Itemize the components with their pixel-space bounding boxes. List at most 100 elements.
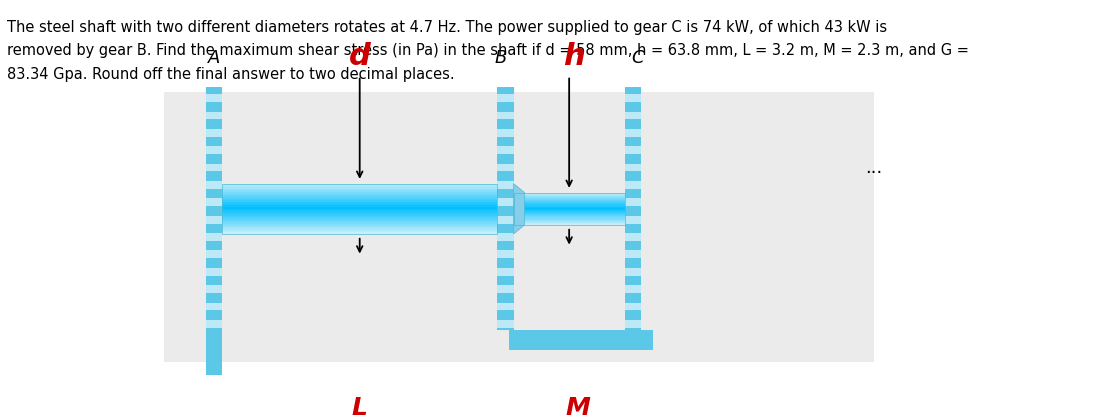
Bar: [514, 211, 625, 212]
Bar: [514, 221, 625, 222]
Bar: [206, 94, 222, 102]
Bar: [222, 183, 497, 185]
Bar: [625, 251, 641, 258]
Bar: [514, 212, 625, 213]
Bar: [514, 223, 625, 224]
Polygon shape: [514, 183, 524, 234]
Bar: [222, 219, 497, 221]
Bar: [625, 268, 641, 276]
Bar: [206, 302, 222, 310]
Bar: [222, 204, 497, 206]
Bar: [514, 219, 625, 220]
Bar: [497, 198, 514, 206]
Bar: [514, 198, 625, 199]
Bar: [514, 193, 625, 195]
Bar: [206, 163, 222, 171]
Bar: [497, 302, 514, 310]
Bar: [206, 233, 222, 241]
Bar: [206, 87, 222, 330]
Bar: [514, 213, 625, 214]
Bar: [497, 285, 514, 293]
Bar: [497, 233, 514, 241]
Bar: [514, 195, 625, 196]
Bar: [497, 181, 514, 189]
Bar: [497, 87, 514, 330]
Bar: [514, 222, 625, 223]
FancyBboxPatch shape: [164, 92, 875, 362]
Bar: [514, 200, 625, 201]
Bar: [625, 129, 641, 137]
Bar: [514, 224, 625, 225]
Bar: [222, 199, 497, 201]
Bar: [222, 232, 497, 234]
Bar: [514, 220, 625, 221]
Bar: [222, 187, 497, 188]
Bar: [514, 208, 625, 209]
Bar: [497, 163, 514, 171]
Bar: [206, 216, 222, 224]
Bar: [222, 193, 497, 195]
Bar: [206, 181, 222, 189]
Bar: [514, 197, 625, 198]
Bar: [497, 320, 514, 328]
Text: ...: ...: [866, 159, 883, 177]
Bar: [222, 188, 497, 190]
Bar: [625, 285, 641, 293]
Bar: [514, 204, 625, 206]
Bar: [625, 87, 641, 330]
Bar: [497, 112, 514, 119]
Text: C: C: [632, 50, 644, 68]
Bar: [206, 198, 222, 206]
Bar: [222, 190, 497, 192]
Bar: [625, 233, 641, 241]
Bar: [222, 201, 497, 202]
Bar: [514, 210, 625, 211]
Bar: [625, 216, 641, 224]
Bar: [497, 94, 514, 102]
Bar: [497, 129, 514, 137]
Bar: [206, 146, 222, 154]
Bar: [625, 302, 641, 310]
Bar: [625, 146, 641, 154]
Bar: [514, 196, 625, 197]
Bar: [625, 198, 641, 206]
Bar: [222, 212, 497, 214]
Bar: [514, 207, 625, 208]
Bar: [514, 202, 625, 203]
Bar: [222, 206, 497, 207]
Bar: [514, 206, 625, 207]
Bar: [222, 229, 497, 231]
Bar: [206, 112, 222, 119]
Bar: [514, 199, 625, 200]
Bar: [514, 193, 625, 225]
Bar: [222, 222, 497, 224]
Bar: [222, 227, 497, 229]
Bar: [514, 201, 625, 202]
Bar: [625, 112, 641, 119]
Text: L: L: [352, 396, 367, 417]
Bar: [625, 163, 641, 171]
Text: The steel shaft with two different diameters rotates at 4.7 Hz. The power suppli: The steel shaft with two different diame…: [8, 20, 969, 82]
Bar: [222, 231, 497, 232]
Bar: [497, 251, 514, 258]
Bar: [514, 217, 625, 219]
Bar: [206, 251, 222, 258]
Bar: [222, 214, 497, 216]
Bar: [514, 203, 625, 204]
Bar: [222, 226, 497, 227]
Bar: [514, 209, 625, 210]
Bar: [514, 214, 625, 215]
Bar: [625, 181, 641, 189]
Text: M: M: [566, 396, 590, 417]
Bar: [222, 209, 497, 211]
Bar: [222, 211, 497, 212]
Bar: [497, 268, 514, 276]
Bar: [206, 268, 222, 276]
Bar: [222, 183, 497, 234]
Bar: [222, 185, 497, 187]
Bar: [206, 285, 222, 293]
Bar: [625, 94, 641, 102]
Bar: [222, 192, 497, 193]
Bar: [514, 215, 625, 216]
Bar: [222, 221, 497, 222]
